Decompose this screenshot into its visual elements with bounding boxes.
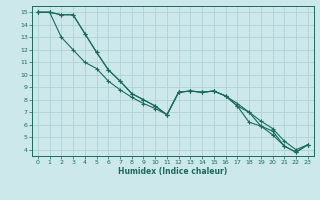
X-axis label: Humidex (Indice chaleur): Humidex (Indice chaleur) <box>118 167 228 176</box>
